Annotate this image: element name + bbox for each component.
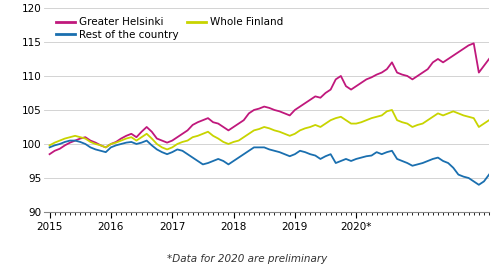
Legend: Greater Helsinki, Rest of the country, Whole Finland: Greater Helsinki, Rest of the country, W… [52, 13, 288, 44]
Text: *Data for 2020 are preliminary: *Data for 2020 are preliminary [167, 254, 327, 264]
